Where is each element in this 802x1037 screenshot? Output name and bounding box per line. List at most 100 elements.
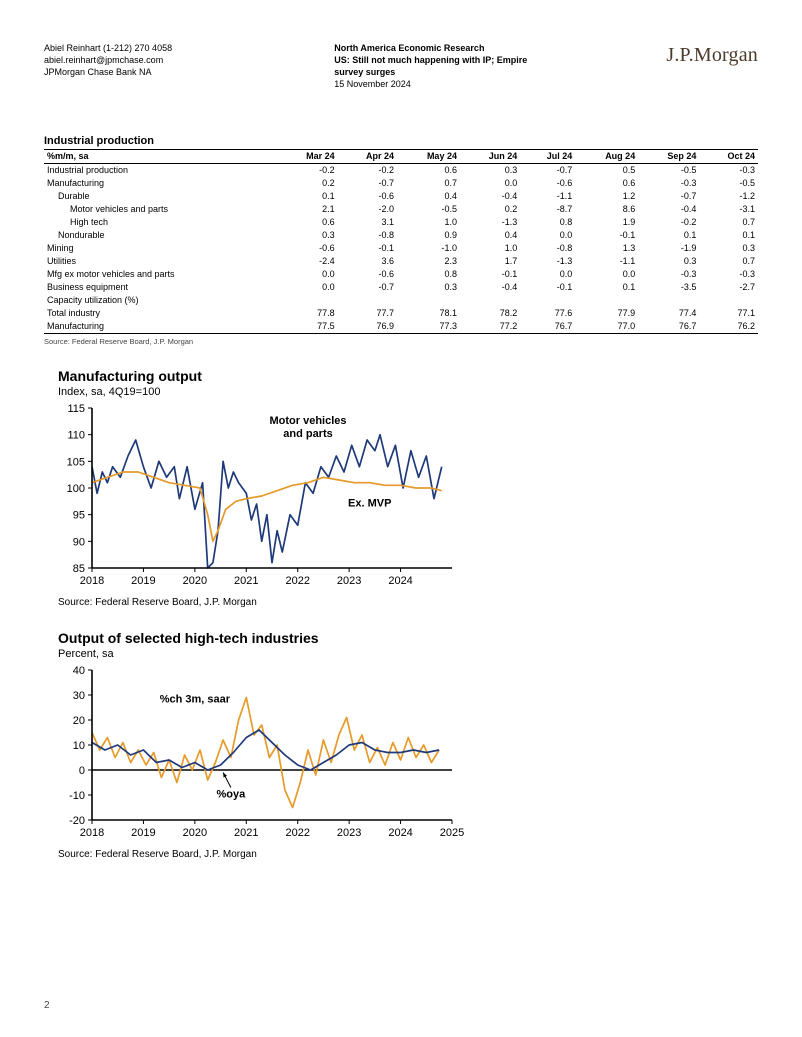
table-col-header: May 24: [397, 149, 460, 163]
table-cell: -0.2: [638, 216, 699, 229]
table-cell: -0.8: [520, 242, 575, 255]
row-label: Mfg ex motor vehicles and parts: [44, 268, 277, 281]
author-org: JPMorgan Chase Bank NA: [44, 66, 172, 78]
table-cell: 77.8: [277, 307, 337, 320]
table-cell: 76.7: [638, 320, 699, 334]
table-col-header: Oct 24: [699, 149, 758, 163]
svg-text:2023: 2023: [337, 827, 361, 839]
row-label: Industrial production: [44, 163, 277, 177]
svg-text:105: 105: [67, 456, 85, 468]
svg-text:2018: 2018: [80, 575, 104, 587]
page-number: 2: [44, 1000, 50, 1011]
table-cell: -1.3: [520, 255, 575, 268]
table-cell: 1.7: [460, 255, 520, 268]
table-cell: 78.2: [460, 307, 520, 320]
table-cell: -1.1: [575, 255, 638, 268]
table-row: Nondurable0.3-0.80.90.40.0-0.10.10.1: [44, 229, 758, 242]
table-cell: 0.3: [638, 255, 699, 268]
table-cell: 0.7: [699, 255, 758, 268]
table-col-header: Jul 24: [520, 149, 575, 163]
table-cell: -1.0: [397, 242, 460, 255]
author-email: abiel.reinhart@jpmchase.com: [44, 54, 172, 66]
svg-text:2020: 2020: [183, 575, 207, 587]
table-cell: -0.5: [699, 177, 758, 190]
svg-text:40: 40: [73, 665, 85, 677]
svg-text:0: 0: [79, 765, 85, 777]
table-cell: 1.3: [575, 242, 638, 255]
table-cell: 1.9: [575, 216, 638, 229]
table-cell: -0.8: [338, 229, 397, 242]
table-cell: -3.1: [699, 203, 758, 216]
chart-hightech-output: Output of selected high-tech industries …: [58, 630, 758, 860]
table-cell: 78.1: [397, 307, 460, 320]
row-label: Manufacturing: [44, 320, 277, 334]
table-row: Manufacturing77.576.977.377.276.777.076.…: [44, 320, 758, 334]
table-cell: [575, 294, 638, 307]
table-cell: [397, 294, 460, 307]
table-cell: 0.1: [277, 190, 337, 203]
table-cell: -0.1: [338, 242, 397, 255]
row-label: Capacity utilization (%): [44, 294, 277, 307]
table-cell: 0.0: [575, 268, 638, 281]
svg-text:2022: 2022: [285, 575, 309, 587]
chart1-source: Source: Federal Reserve Board, J.P. Morg…: [58, 597, 758, 608]
table-cell: 0.3: [460, 163, 520, 177]
row-label: Utilities: [44, 255, 277, 268]
table-cell: 0.3: [699, 242, 758, 255]
table-cell: 77.4: [638, 307, 699, 320]
table-cell: -0.3: [699, 268, 758, 281]
table-cell: [338, 294, 397, 307]
table-cell: -0.7: [520, 163, 575, 177]
table-title: Industrial production: [44, 135, 758, 147]
jpmorgan-logo: J.P.Morgan: [666, 42, 758, 67]
author-block: Abiel Reinhart (1-212) 270 4058 abiel.re…: [44, 42, 172, 78]
table-cell: -0.7: [338, 281, 397, 294]
chart2-svg: -20-100102030402018201920202021202220232…: [58, 662, 468, 842]
table-cell: 0.2: [277, 177, 337, 190]
table-cell: 0.4: [460, 229, 520, 242]
author-name: Abiel Reinhart (1-212) 270 4058: [44, 42, 172, 54]
table-col-header: Jun 24: [460, 149, 520, 163]
chart-manufacturing-output: Manufacturing output Index, sa, 4Q19=100…: [58, 368, 758, 608]
table-cell: -0.4: [638, 203, 699, 216]
table-cell: 77.0: [575, 320, 638, 334]
table-cell: [277, 294, 337, 307]
row-label: Durable: [44, 190, 277, 203]
table-cell: 0.0: [520, 229, 575, 242]
svg-text:100: 100: [67, 483, 85, 495]
table-cell: -3.5: [638, 281, 699, 294]
table-cell: [638, 294, 699, 307]
table-row: Durable0.1-0.60.4-0.4-1.11.2-0.7-1.2: [44, 190, 758, 203]
table-cell: 0.1: [575, 281, 638, 294]
table-row: Business equipment0.0-0.70.3-0.4-0.10.1-…: [44, 281, 758, 294]
chart2-source: Source: Federal Reserve Board, J.P. Morg…: [58, 849, 758, 860]
table-row: Mining-0.6-0.1-1.01.0-0.81.3-1.90.3: [44, 242, 758, 255]
table-cell: [460, 294, 520, 307]
svg-text:110: 110: [67, 429, 85, 441]
svg-text:2024: 2024: [388, 827, 412, 839]
table-row: Capacity utilization (%): [44, 294, 758, 307]
chart1-svg: 8590951001051101152018201920202021202220…: [58, 400, 468, 590]
table-cell: 1.2: [575, 190, 638, 203]
table-source: Source: Federal Reserve Board, J.P. Morg…: [44, 337, 758, 346]
doc-date: 15 November 2024: [334, 78, 534, 90]
table-cell: 0.8: [397, 268, 460, 281]
table-cell: 2.3: [397, 255, 460, 268]
table-cell: -0.4: [460, 190, 520, 203]
table-cell: -0.4: [460, 281, 520, 294]
table-cell: 77.1: [699, 307, 758, 320]
svg-text:2019: 2019: [131, 575, 155, 587]
table-col-header: Mar 24: [277, 149, 337, 163]
table-cell: -1.3: [460, 216, 520, 229]
row-label: Business equipment: [44, 281, 277, 294]
svg-text:2022: 2022: [285, 827, 309, 839]
table-cell: 77.5: [277, 320, 337, 334]
svg-text:90: 90: [73, 536, 85, 548]
table-cell: -2.7: [699, 281, 758, 294]
row-label: Mining: [44, 242, 277, 255]
table-cell: 0.2: [460, 203, 520, 216]
table-cell: 8.6: [575, 203, 638, 216]
table-cell: 0.6: [575, 177, 638, 190]
table-cell: 0.0: [460, 177, 520, 190]
ip-table: %m/m, saMar 24Apr 24May 24Jun 24Jul 24Au…: [44, 149, 758, 334]
